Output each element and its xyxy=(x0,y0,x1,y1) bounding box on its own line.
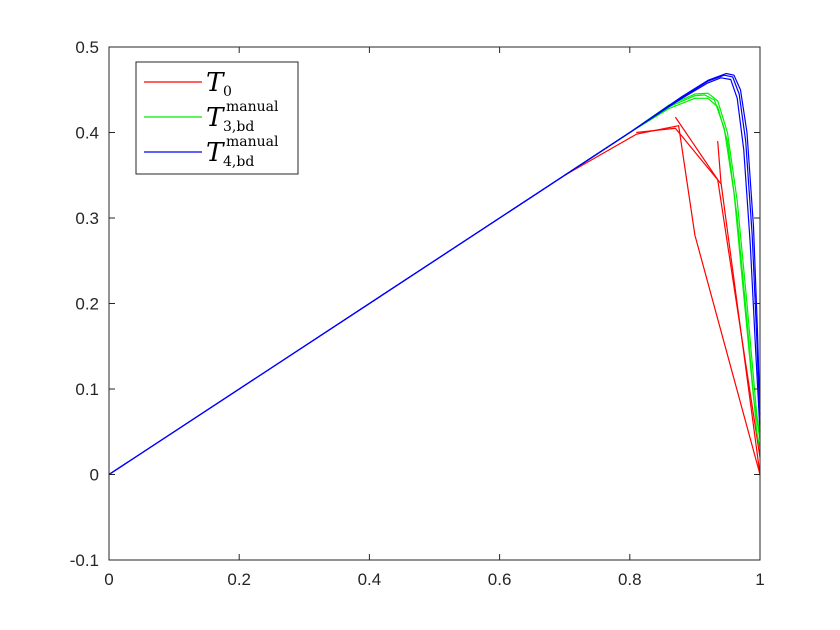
legend-symbol-0: T xyxy=(206,68,225,98)
y-tick-label: 0.2 xyxy=(75,295,99,314)
series-0-line-3 xyxy=(717,141,761,475)
legend-subscript-2: 4,bd xyxy=(223,154,254,170)
x-tick-label: 0.8 xyxy=(618,570,642,589)
series-0-line-1 xyxy=(636,127,722,185)
series-0 xyxy=(564,116,761,475)
legend-symbol-1: T xyxy=(206,103,225,133)
series-layer xyxy=(108,72,761,476)
y-tick-label: 0.4 xyxy=(75,124,99,143)
x-tick-label: 1 xyxy=(755,570,764,589)
y-tick-label: 0.5 xyxy=(75,38,99,57)
series-2-line-2 xyxy=(108,72,761,476)
x-tick-label: 0 xyxy=(104,570,113,589)
y-tick-label: 0 xyxy=(90,466,99,485)
y-tick-label: 0.1 xyxy=(75,380,99,399)
legend-box xyxy=(135,61,299,175)
legend-subscript-0: 0 xyxy=(223,84,232,100)
series-2 xyxy=(108,72,761,476)
y-tick-label: 0.3 xyxy=(75,209,99,228)
x-tick-label: 0.4 xyxy=(358,570,382,589)
legend-symbol-2: T xyxy=(206,138,225,168)
legend-superscript-2: manual xyxy=(226,134,279,150)
axis-layer: 0 0.2 0.4 0.6 0.8 1 -0.1 0 0.1 0.2 0.3 0.4 0.5 xyxy=(70,38,765,589)
x-tick-label: 0.6 xyxy=(488,570,512,589)
y-tick-label: -0.1 xyxy=(70,551,99,570)
series-0-line-0 xyxy=(564,125,761,475)
legend-subscript-1: 3,bd xyxy=(223,119,254,135)
legend-superscript-1: manual xyxy=(226,99,279,115)
x-tick-label: 0.2 xyxy=(227,570,251,589)
